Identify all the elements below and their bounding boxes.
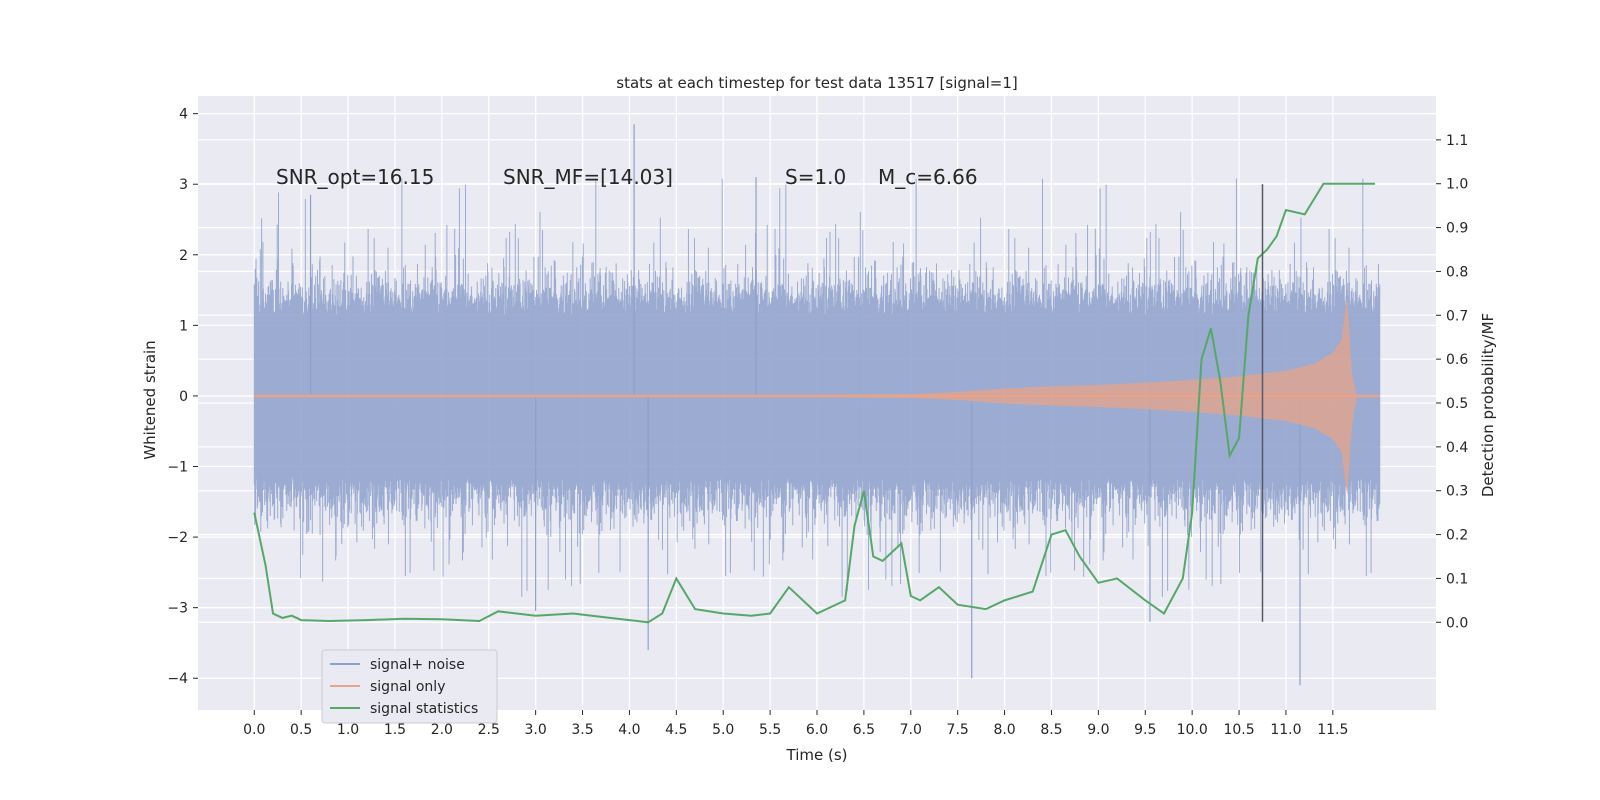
y2-tick-label: 1.0 xyxy=(1446,177,1468,193)
x-tick-label: 4.0 xyxy=(618,722,640,738)
x-tick-label: 2.0 xyxy=(431,722,453,738)
x-tick-label: 0.0 xyxy=(243,722,265,738)
y2-tick-label: 0.8 xyxy=(1446,264,1468,280)
y-tick-label: 4 xyxy=(179,107,188,123)
y-tick-label: 3 xyxy=(179,177,188,193)
x-axis-label: Time (s) xyxy=(786,746,848,764)
x-tick-label: 10.5 xyxy=(1223,722,1254,738)
x-tick-label: 7.5 xyxy=(947,722,969,738)
y2-axis-label: Detection probability/MF xyxy=(1479,313,1497,497)
y2-tick-label: 0.5 xyxy=(1446,396,1468,412)
x-tick-label: 11.0 xyxy=(1270,722,1301,738)
x-tick-label: 3.5 xyxy=(571,722,593,738)
signal-only-series xyxy=(253,300,1380,492)
y-tick-label: −4 xyxy=(167,671,188,687)
x-tick-label: 10.0 xyxy=(1177,722,1208,738)
annotation-s: S=1.0 xyxy=(785,165,846,189)
x-tick-label: 1.5 xyxy=(384,722,406,738)
x-tick-label: 5.0 xyxy=(712,722,734,738)
x-tick-label: 6.0 xyxy=(806,722,828,738)
x-tick-label: 11.5 xyxy=(1317,722,1348,738)
annotations: SNR_opt=16.15 SNR_MF=[14.03] S=1.0 M_c=6… xyxy=(276,165,978,189)
x-tick-label: 5.5 xyxy=(759,722,781,738)
legend: signal+ noise signal only signal statist… xyxy=(321,649,498,724)
chart-title: stats at each timestep for test data 135… xyxy=(616,74,1017,92)
y2-tick-label: 1.1 xyxy=(1446,133,1468,149)
y-tick-label: −1 xyxy=(167,460,188,476)
x-tick-label: 7.0 xyxy=(900,722,922,738)
legend-box xyxy=(321,649,498,724)
signal-statistics-series xyxy=(253,182,1376,624)
x-axis-ticks: 0.0 0.5 1.0 1.5 2.0 2.5 3.0 3.5 4.0 4.5 5.0 5.5 6.0 6… xyxy=(243,710,1348,738)
x-tick-label: 3.0 xyxy=(525,722,547,738)
x-tick-label: 8.5 xyxy=(1040,722,1062,738)
x-tick-label: 1.0 xyxy=(337,722,359,738)
y2-tick-label: 0.1 xyxy=(1446,571,1468,587)
annotation-snr-mf: SNR_MF=[14.03] xyxy=(503,165,673,189)
y2-axis-ticks: 1.1 1.0 0.9 0.8 0.7 0.6 0.5 0.4 0.3 0.2 0.1 0.0 xyxy=(1436,133,1468,631)
annotation-mc: M_c=6.66 xyxy=(878,165,978,189)
y-tick-label: −3 xyxy=(167,601,188,617)
x-tick-label: 0.5 xyxy=(290,722,312,738)
legend-label-stats: signal statistics xyxy=(370,701,478,717)
y2-tick-label: 0.6 xyxy=(1446,352,1468,368)
y2-tick-label: 0.2 xyxy=(1446,528,1468,544)
y-tick-label: 2 xyxy=(179,248,188,264)
y2-tick-label: 0.9 xyxy=(1446,221,1468,237)
x-tick-label: 2.5 xyxy=(478,722,500,738)
y2-tick-label: 0.3 xyxy=(1446,484,1468,500)
x-tick-label: 8.0 xyxy=(993,722,1015,738)
x-tick-label: 9.0 xyxy=(1087,722,1109,738)
x-tick-label: 9.5 xyxy=(1134,722,1156,738)
annotation-snr-opt: SNR_opt=16.15 xyxy=(276,165,434,189)
y-tick-label: 0 xyxy=(179,389,188,405)
y-axis-ticks: 4 3 2 1 0 −1 −2 −3 −4 xyxy=(167,107,198,687)
x-tick-label: 6.5 xyxy=(853,722,875,738)
signal-statistics-line xyxy=(253,182,1376,624)
x-tick-label: 4.5 xyxy=(665,722,687,738)
y-tick-label: −2 xyxy=(167,530,188,546)
y2-tick-label: 0.7 xyxy=(1446,308,1468,324)
y2-tick-label: 0.4 xyxy=(1446,440,1468,456)
legend-label-signal: signal only xyxy=(370,679,445,695)
legend-label-noise: signal+ noise xyxy=(370,657,465,673)
y-axis-label: Whitened strain xyxy=(141,340,159,459)
y-tick-label: 1 xyxy=(179,318,188,334)
y2-tick-label: 0.0 xyxy=(1446,615,1468,631)
